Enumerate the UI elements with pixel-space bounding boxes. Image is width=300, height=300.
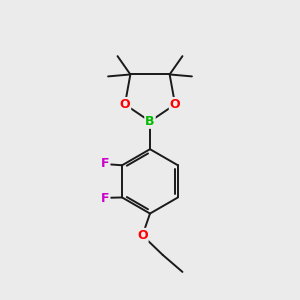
Text: F: F bbox=[101, 191, 110, 205]
Text: O: O bbox=[120, 98, 130, 111]
Text: O: O bbox=[170, 98, 180, 111]
Text: F: F bbox=[101, 158, 110, 170]
Text: B: B bbox=[145, 115, 155, 128]
Text: O: O bbox=[137, 229, 148, 242]
